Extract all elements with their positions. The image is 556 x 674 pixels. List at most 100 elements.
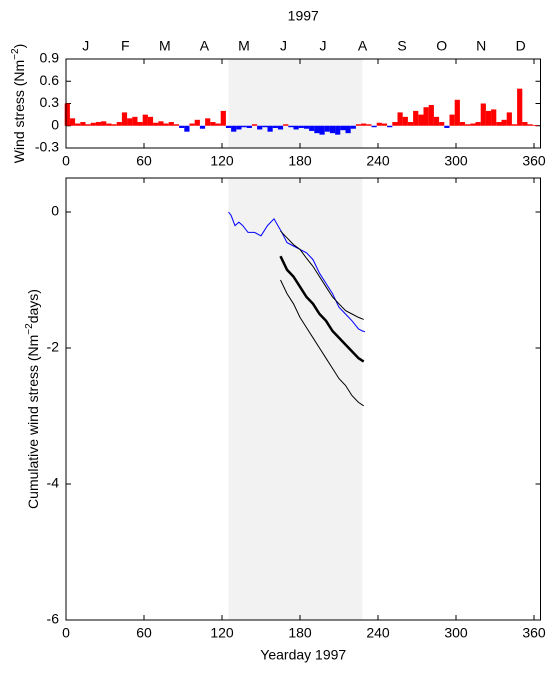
bar (132, 116, 138, 126)
bar (381, 123, 388, 126)
bar (267, 125, 273, 132)
label-text: Cumulative wind stress (Nm (25, 335, 41, 509)
plot-frame (65, 58, 541, 149)
bar (376, 122, 382, 126)
bar (309, 125, 315, 131)
bar (288, 125, 294, 128)
bar (397, 112, 403, 126)
bar (454, 99, 460, 126)
bar (173, 124, 180, 126)
bar (522, 122, 528, 126)
month-label: F (121, 38, 130, 54)
bar (246, 125, 252, 128)
x-tick-label: 180 (288, 153, 312, 169)
bar (231, 125, 237, 132)
bar (184, 125, 190, 132)
bar (407, 122, 414, 126)
bar (69, 118, 76, 126)
bar (418, 114, 424, 126)
bar (345, 125, 351, 134)
bar (64, 103, 70, 126)
bar (90, 122, 96, 126)
x-tick-label: 360 (522, 153, 546, 169)
bar (335, 125, 341, 135)
bar (329, 125, 336, 134)
bar (428, 104, 434, 126)
x-tick-label: 300 (444, 625, 468, 641)
y-tick-label: -4 (47, 475, 60, 491)
bar (236, 125, 242, 130)
bar (241, 125, 247, 128)
bar (324, 125, 330, 132)
x-tick-label: 300 (444, 153, 468, 169)
bar (491, 109, 497, 126)
label-text: days) (25, 289, 41, 323)
bar (371, 125, 377, 128)
plot-frame (65, 177, 541, 621)
bar (111, 124, 117, 126)
bar (257, 125, 263, 130)
bar (262, 125, 268, 128)
label-superscript: −2 (10, 48, 21, 60)
x-tick-label: 60 (136, 153, 152, 169)
x-tick-label: 240 (366, 625, 390, 641)
y-tick-label: 0.3 (40, 94, 60, 110)
bar (355, 124, 362, 126)
y-axis-label: Cumulative wind stress (Nm−2days) (24, 289, 41, 509)
bar (485, 110, 492, 126)
bar (168, 122, 174, 126)
bar (470, 123, 476, 126)
bar (517, 88, 523, 126)
bar (475, 122, 481, 126)
bar (293, 125, 299, 130)
bar (153, 122, 159, 126)
bar (215, 123, 221, 126)
bar (402, 116, 408, 126)
x-tick-label: 180 (288, 625, 312, 641)
bar (137, 122, 143, 126)
line (228, 211, 366, 333)
bar (283, 124, 289, 126)
bar (480, 103, 486, 126)
label-superscript: −2 (24, 323, 35, 335)
bar (501, 119, 507, 126)
bar (496, 122, 502, 126)
bar (158, 121, 164, 126)
x-tick-label: 240 (366, 153, 390, 169)
bar (75, 123, 81, 126)
bar (127, 118, 133, 126)
bar (194, 119, 200, 126)
month-label: J (280, 38, 287, 54)
shaded-period (228, 178, 363, 620)
x-axis-label: Yearday 1997 (260, 647, 346, 663)
x-tick-label: 360 (522, 625, 546, 641)
bar (387, 125, 393, 128)
bar (511, 124, 518, 126)
bar (532, 125, 538, 126)
bar (189, 123, 195, 126)
line (280, 279, 364, 407)
bar (392, 122, 398, 126)
bar (465, 124, 471, 126)
bar (314, 125, 320, 134)
line (279, 255, 365, 363)
month-label: J (82, 38, 89, 54)
bar (433, 116, 440, 126)
shaded-period (228, 59, 363, 148)
bar (80, 122, 86, 126)
x-tick-label: 120 (210, 153, 234, 169)
y-tick-label: -2 (47, 339, 60, 355)
bar (277, 125, 284, 130)
y-tick-label: -0.3 (35, 139, 59, 155)
bar (303, 125, 310, 129)
bar (199, 125, 206, 129)
bar (319, 125, 325, 135)
month-label: A (358, 38, 368, 54)
y-tick-label: 0 (51, 116, 59, 132)
y-tick-label: 0 (51, 203, 59, 219)
x-tick-label: 60 (136, 625, 152, 641)
bar (210, 122, 216, 126)
bar (251, 124, 258, 126)
month-label: M (238, 38, 250, 54)
